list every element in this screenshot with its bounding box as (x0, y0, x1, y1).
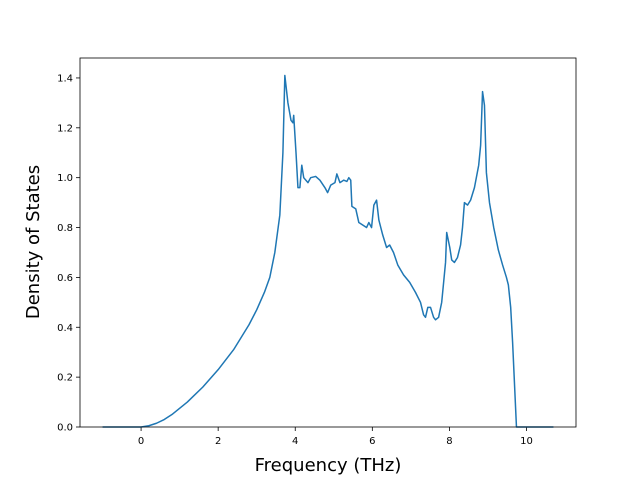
y-tick-label: 1.0 (57, 173, 73, 184)
plot-frame (79, 57, 577, 428)
y-tick-label: 0.4 (57, 323, 73, 334)
y-axis-label: Density of States (23, 165, 44, 319)
x-tick-label: 0 (138, 436, 144, 447)
x-tick-label: 2 (215, 436, 221, 447)
x-tick-label: 4 (292, 436, 298, 447)
y-tick-label: 0.8 (57, 223, 73, 234)
y-tick-label: 1.4 (57, 73, 73, 84)
x-tick-label: 6 (369, 436, 375, 447)
x-tick-label: 10 (520, 436, 533, 447)
y-tick-label: 0.6 (57, 273, 73, 284)
line (102, 74, 554, 428)
y-tick-label: 0.0 (57, 423, 73, 434)
x-tick-label: 8 (446, 436, 452, 447)
y-tick-label: 1.2 (57, 123, 73, 134)
y-tick-label: 0.2 (57, 373, 73, 384)
x-axis-label: Frequency (THz) (255, 455, 402, 476)
